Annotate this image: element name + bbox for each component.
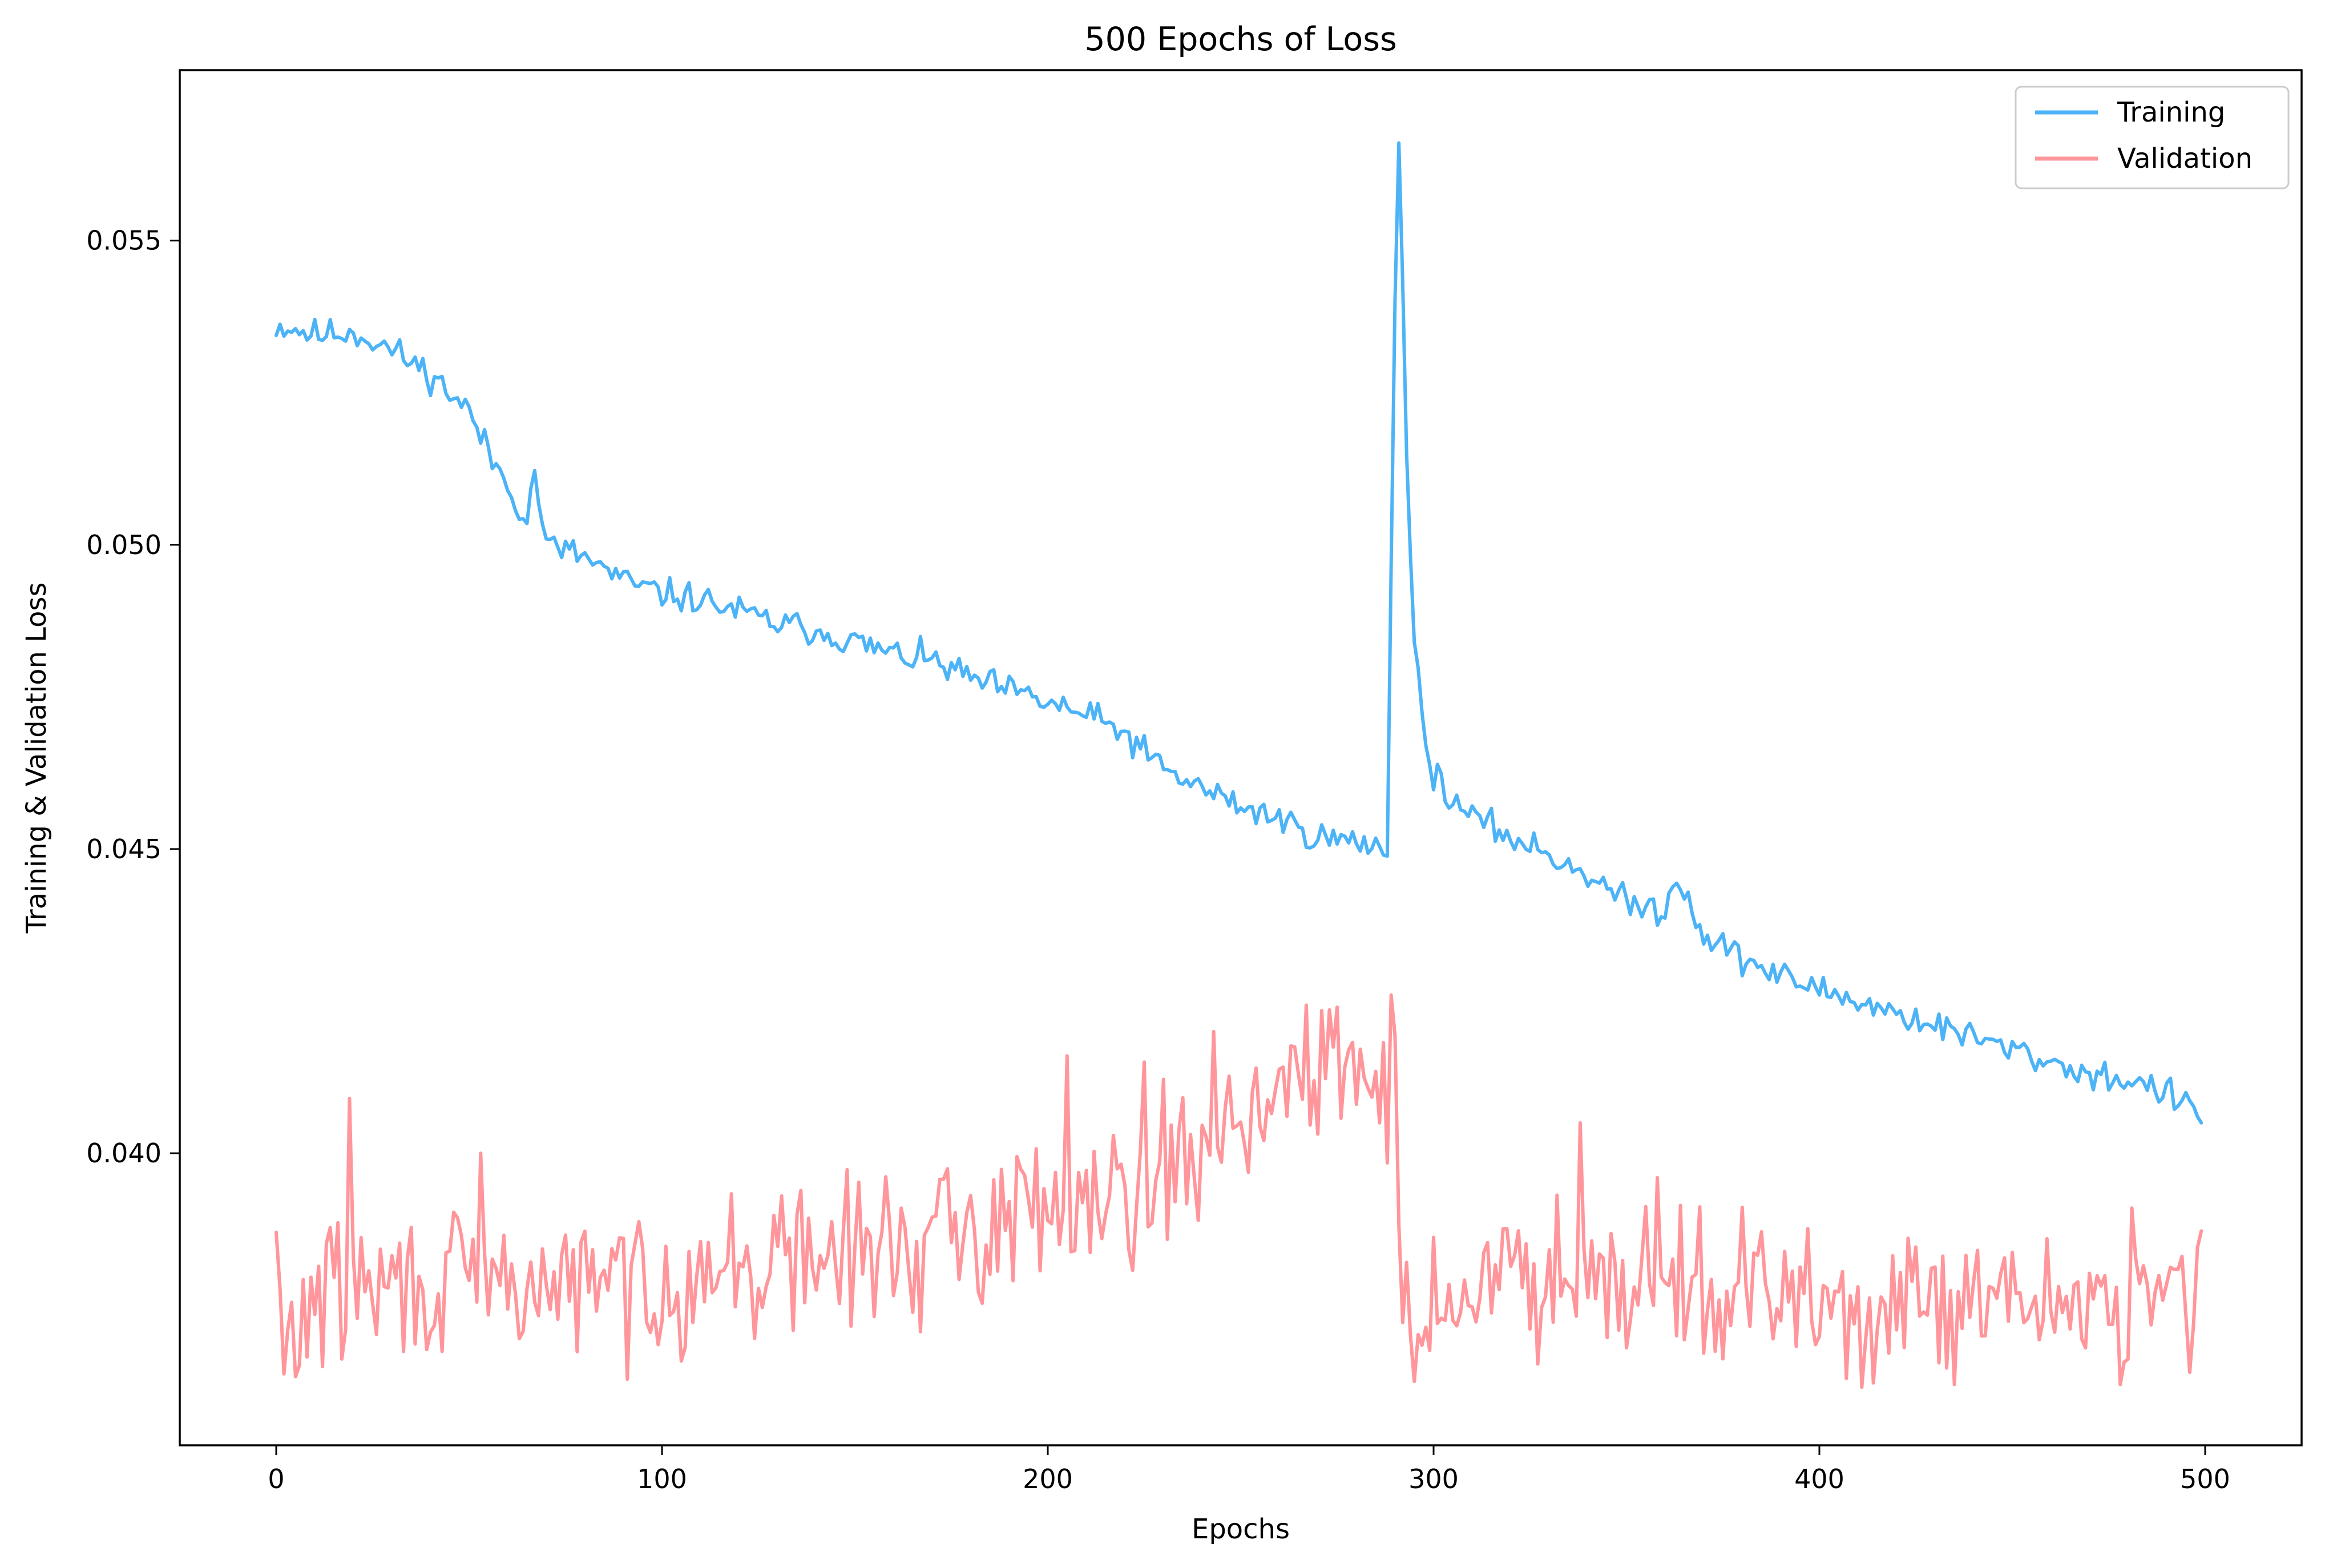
x-tick-label: 100 — [637, 1464, 687, 1494]
series-line-validation — [275, 993, 2203, 1389]
x-tick-label: 500 — [2180, 1464, 2230, 1494]
plot-area — [179, 69, 2303, 1446]
y-tick-label: 0.040 — [86, 1138, 162, 1169]
y-tick-label: 0.050 — [86, 530, 162, 560]
y-tick-label: 0.055 — [86, 225, 162, 256]
y-tick-label: 0.045 — [86, 834, 162, 864]
x-tick-label: 400 — [1794, 1464, 1844, 1494]
legend: Training Validation — [2015, 86, 2290, 189]
series-group — [275, 141, 2203, 1389]
x-axis-label: Epochs — [1192, 1513, 1290, 1545]
legend-label-training: Training — [2117, 96, 2225, 128]
plot-frame — [179, 69, 2303, 1446]
x-tick-label: 300 — [1408, 1464, 1459, 1494]
x-tick-label: 0 — [268, 1464, 284, 1494]
y-axis: 0.040 0.045 0.050 0.055 — [86, 225, 180, 1169]
series-line-training — [275, 141, 2203, 1125]
y-axis-label: Training & Validation Loss — [21, 583, 53, 934]
legend-label-validation: Validation — [2117, 143, 2253, 175]
x-axis: 0 100 200 300 400 500 — [268, 1445, 2230, 1494]
x-tick-label: 200 — [1023, 1464, 1073, 1494]
chart-title: 500 Epochs of Loss — [1084, 21, 1396, 58]
